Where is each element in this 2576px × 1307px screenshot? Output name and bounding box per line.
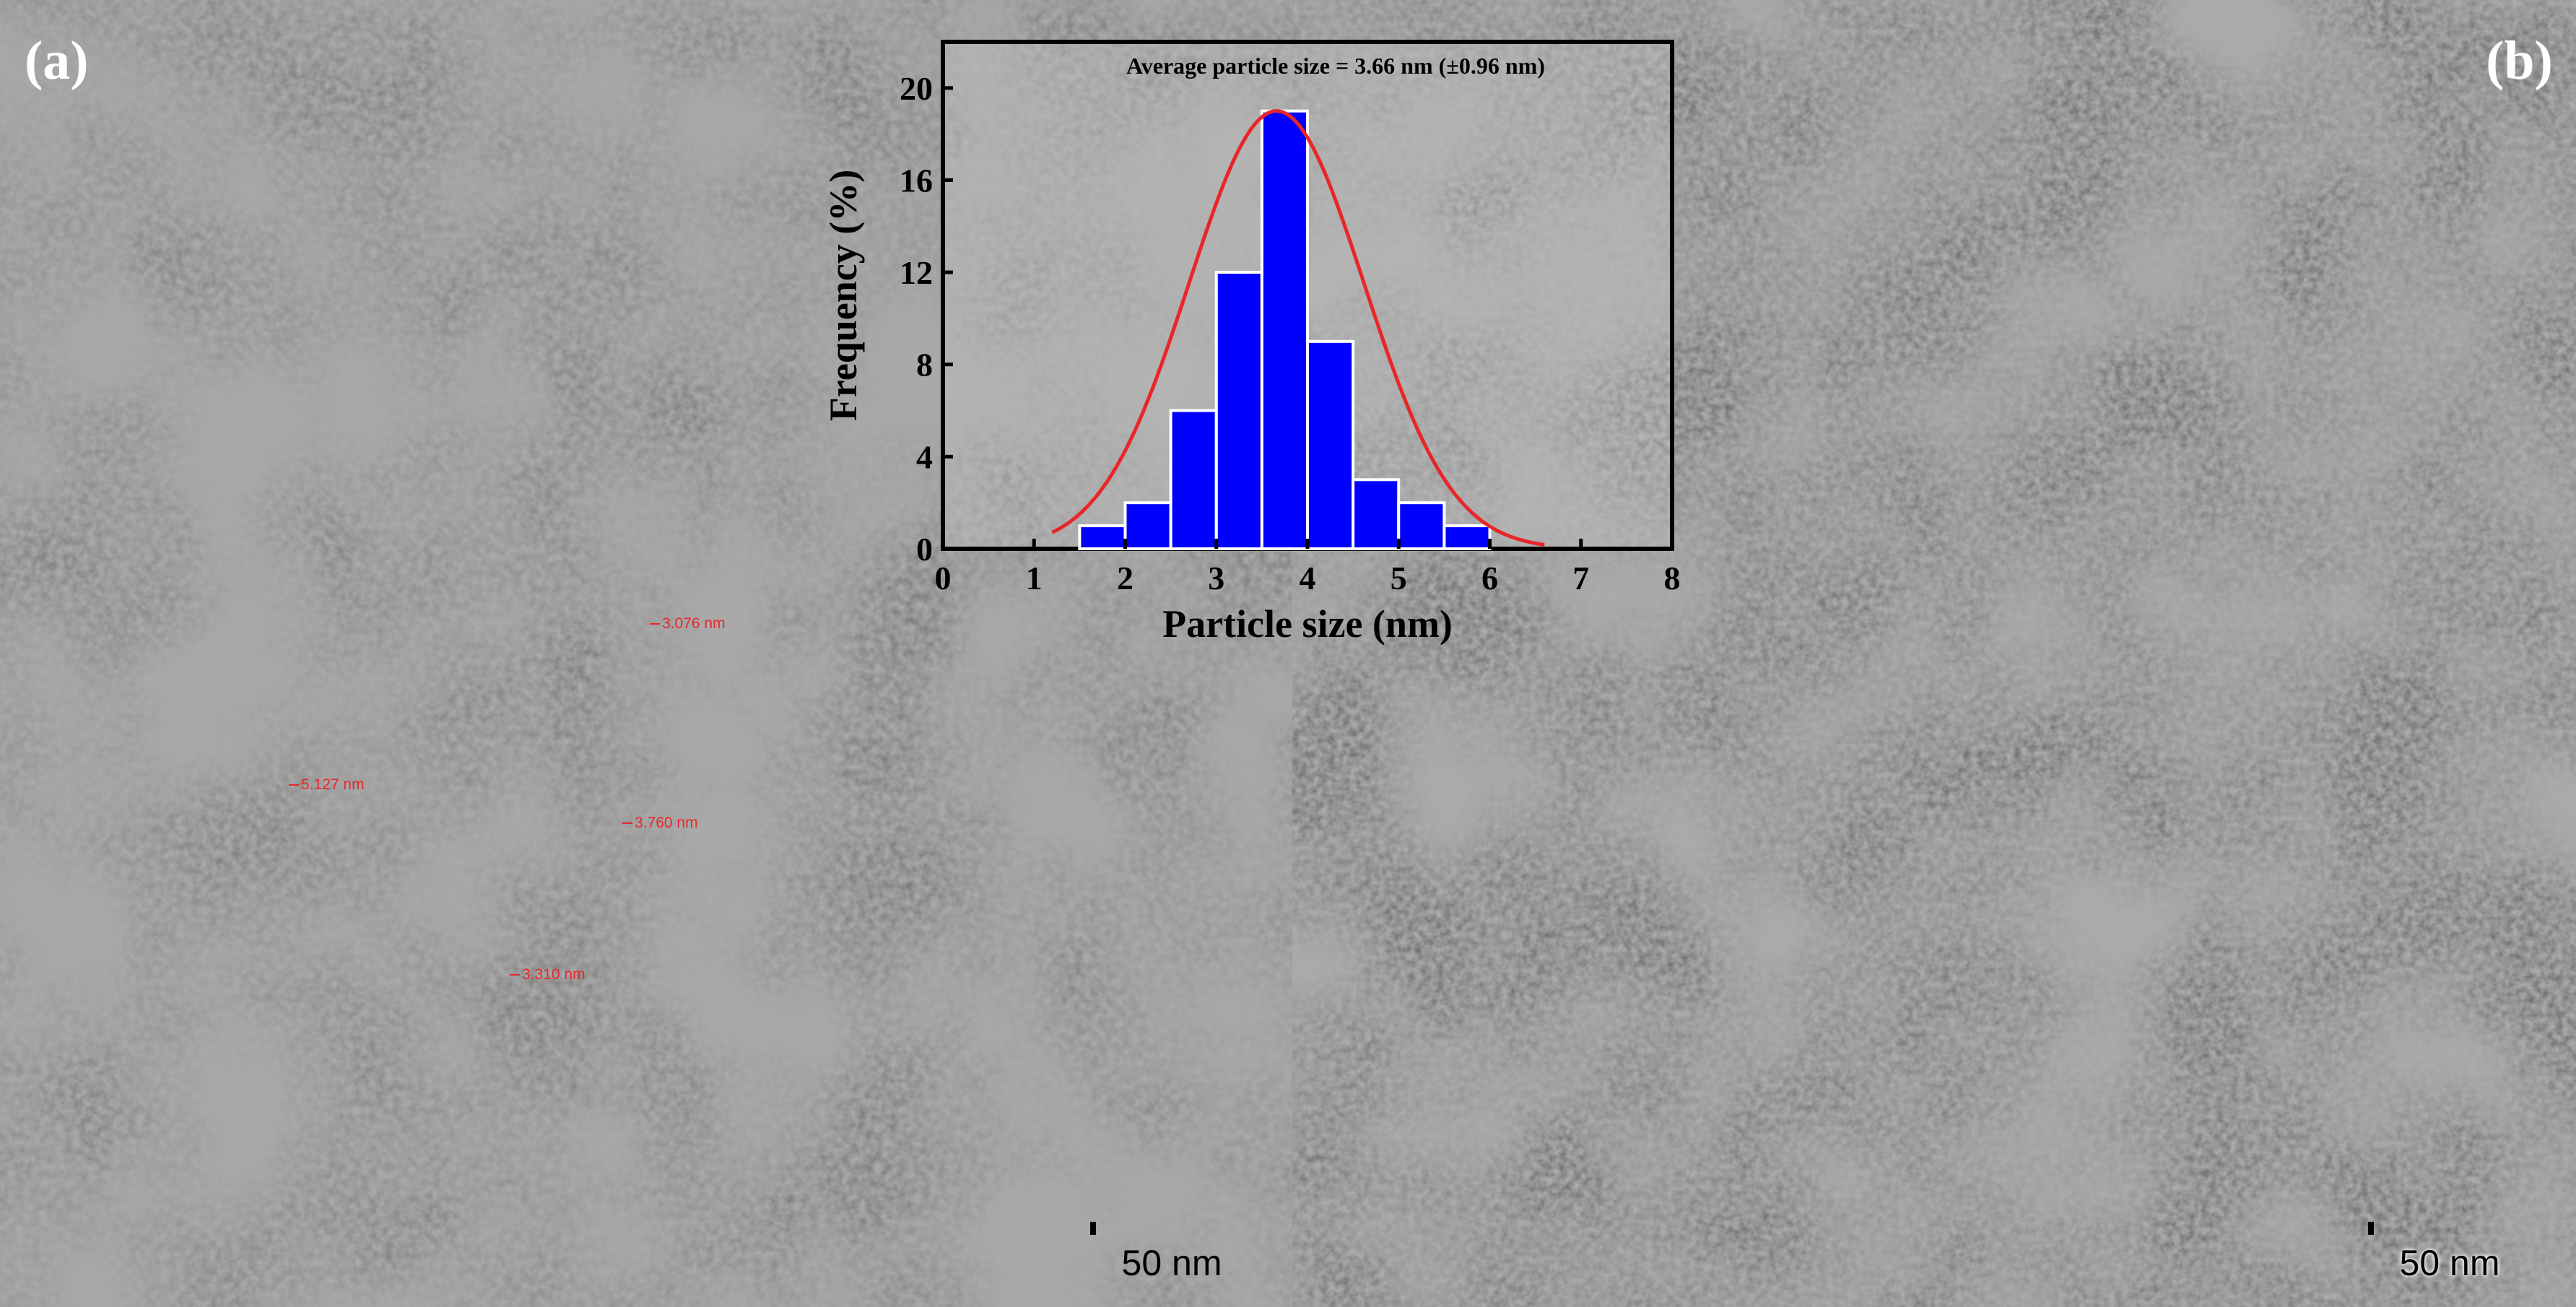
panel-label-a: (a) [25,30,89,91]
measurement-label: 3.760 nm [622,815,698,832]
measurement-label: 3.310 nm [510,966,586,983]
y-tick-label: 12 [900,254,933,291]
histogram-bar [1123,501,1172,551]
measurement-label: 3.076 nm [650,615,726,633]
histogram-bar [1169,409,1218,551]
panel-label-b: (b) [2486,30,2553,91]
measurement-label: 5.127 nm [289,776,365,794]
histogram-bar [1443,524,1492,550]
x-tick-label: 6 [1481,560,1498,596]
x-tick-label: 7 [1572,560,1589,596]
y-tick-label: 0 [916,531,933,568]
histogram-bar [1306,339,1355,550]
scale-bar-a: 50 nm [1090,1222,1253,1287]
x-tick-label: 5 [1391,560,1407,596]
histogram-bar [1260,109,1309,550]
y-axis-ticks: 0 4 8 12 16 20 [900,70,953,568]
x-tick-label: 3 [1208,560,1224,596]
x-tick-label: 8 [1664,560,1681,596]
scale-bar-label: 50 nm [1121,1243,1222,1283]
y-tick-label: 8 [916,347,933,383]
histogram-bar [1078,524,1127,550]
tem-panel-a: (a) 3.076 nm 5.127 nm 3.760 nm 3.310 nm … [0,0,1292,1307]
histogram-bar [1214,271,1263,550]
y-axis-label: Frequency (%) [822,170,865,421]
scale-bar-label: 50 nm [2399,1243,2500,1283]
x-axis-ticks: 0 1 2 3 4 5 6 7 8 [935,539,1681,596]
y-tick-label: 4 [916,438,933,475]
histogram-bar [1352,478,1401,550]
x-tick-label: 2 [1117,560,1133,596]
y-tick-label: 16 [900,162,933,199]
tem-image-a [0,0,1292,1307]
x-tick-label: 4 [1300,560,1316,596]
histogram-bars [1078,109,1492,551]
scale-bar-b: 50 nm [2368,1222,2531,1287]
x-tick-label: 0 [935,560,952,596]
tem-image-b [1292,0,2576,1307]
x-tick-label: 1 [1026,560,1043,596]
x-axis-label: Particle size (nm) [1162,602,1453,646]
chart-title: Average particle size = 3.66 nm (±0.96 n… [1126,53,1545,79]
tem-panel-b: (b) 50 nm [1292,0,2576,1307]
histogram-bar [1397,501,1446,551]
gaussian-fit-curve [1051,109,1545,547]
y-tick-label: 20 [900,70,933,107]
